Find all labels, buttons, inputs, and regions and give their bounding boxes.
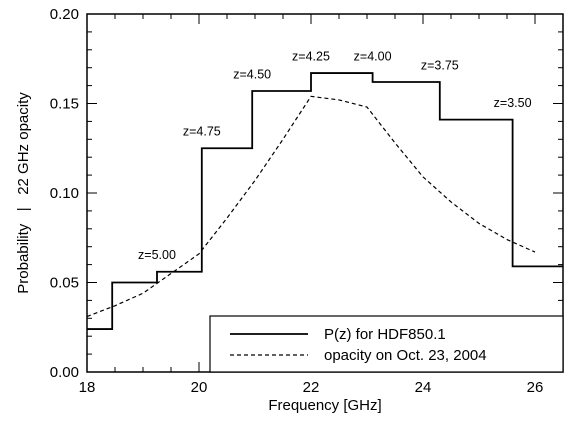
x-axis-label: Frequency [GHz] xyxy=(268,397,381,414)
legend-box xyxy=(209,315,564,373)
legend-label: P(z) for HDF850.1 xyxy=(324,326,446,343)
redshift-label: z=4.50 xyxy=(233,67,271,81)
y-tick-label: 0.20 xyxy=(50,6,79,23)
legend: P(z) for HDF850.1 opacity on Oct. 23, 200… xyxy=(209,315,564,373)
redshift-label: z=3.50 xyxy=(494,96,532,110)
legend-label: opacity on Oct. 23, 2004 xyxy=(324,347,487,364)
redshift-label: z=3.75 xyxy=(421,58,459,72)
redshift-label: z=4.75 xyxy=(183,125,221,139)
y-tick-label: 0.00 xyxy=(50,364,79,381)
redshift-label: z=4.00 xyxy=(354,50,392,64)
y-axis-label: Probability | 22 GHz opacity xyxy=(15,92,32,294)
x-tick-label: 22 xyxy=(303,379,320,396)
y-tick-label: 0.10 xyxy=(50,185,79,202)
y-tick-label: 0.15 xyxy=(50,96,79,113)
redshift-annotations: z=5.00 z=4.75 z=4.50 z=4.25 z=4.00 z=3.75 z=3.… xyxy=(138,50,532,263)
redshift-label: z=5.00 xyxy=(138,248,176,262)
x-tick-label: 20 xyxy=(191,379,208,396)
plot-area xyxy=(86,72,563,330)
series-pz-step-line xyxy=(87,72,563,330)
redshift-label: z=4.25 xyxy=(292,50,330,64)
x-tick-label: 26 xyxy=(527,379,544,396)
x-tick-label: 24 xyxy=(415,379,432,396)
tick-labels: 18 20 22 24 26 0.00 0.05 0.10 0.15 0.20 xyxy=(50,6,544,396)
x-tick-label: 18 xyxy=(79,379,96,396)
y-tick-label: 0.05 xyxy=(50,275,79,292)
series-opacity-dashed-line xyxy=(86,95,536,318)
